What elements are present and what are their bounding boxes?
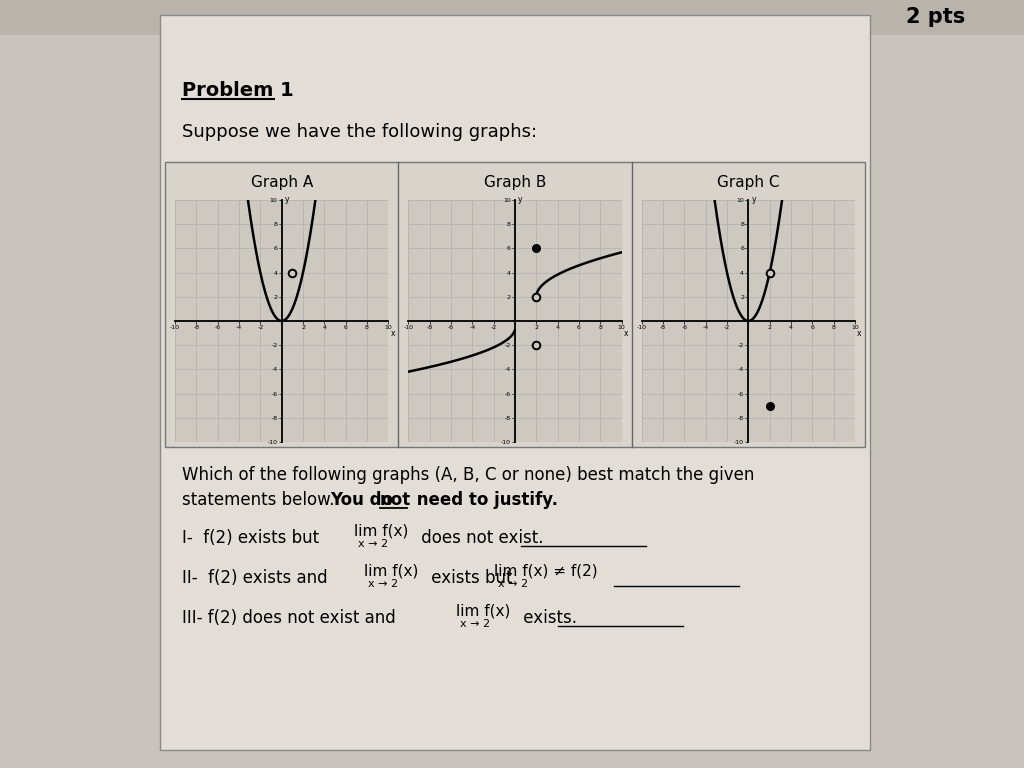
Text: x → 2: x → 2 — [460, 619, 490, 629]
Text: 2 pts: 2 pts — [906, 7, 965, 27]
Text: need to justify.: need to justify. — [411, 491, 558, 509]
Text: y: y — [752, 195, 756, 204]
Text: Graph A: Graph A — [251, 174, 312, 190]
Text: lim f(x) ≠ f(2): lim f(x) ≠ f(2) — [494, 564, 598, 578]
Text: x: x — [624, 329, 628, 339]
Text: Graph C: Graph C — [717, 174, 779, 190]
Text: x → 2: x → 2 — [358, 539, 388, 549]
Bar — [0, 0, 1024, 35]
Text: x: x — [390, 329, 395, 339]
Text: Problem 1: Problem 1 — [182, 81, 294, 100]
Bar — [160, 15, 870, 750]
Text: statements below.: statements below. — [182, 491, 340, 509]
Text: II-  f(2) exists and: II- f(2) exists and — [182, 569, 333, 587]
Text: x: x — [857, 329, 861, 339]
Text: exists but: exists but — [426, 569, 518, 587]
Text: lim f(x): lim f(x) — [364, 564, 419, 578]
Text: does not exist.: does not exist. — [416, 529, 544, 547]
Text: lim f(x): lim f(x) — [456, 604, 510, 618]
Text: Suppose we have the following graphs:: Suppose we have the following graphs: — [182, 123, 538, 141]
Text: You do: You do — [330, 491, 398, 509]
Text: Graph B: Graph B — [483, 174, 546, 190]
Text: lim f(x): lim f(x) — [354, 524, 409, 538]
Text: exists.: exists. — [518, 609, 577, 627]
Bar — [165, 162, 865, 447]
Text: x → 2: x → 2 — [368, 579, 398, 589]
Text: I-  f(2) exists but: I- f(2) exists but — [182, 529, 325, 547]
Text: III- f(2) does not exist and: III- f(2) does not exist and — [182, 609, 401, 627]
Text: x → 2: x → 2 — [498, 579, 528, 589]
Text: y: y — [518, 195, 522, 204]
Text: y: y — [285, 195, 290, 204]
Text: not: not — [380, 491, 412, 509]
Text: Which of the following graphs (A, B, C or none) best match the given: Which of the following graphs (A, B, C o… — [182, 466, 755, 484]
